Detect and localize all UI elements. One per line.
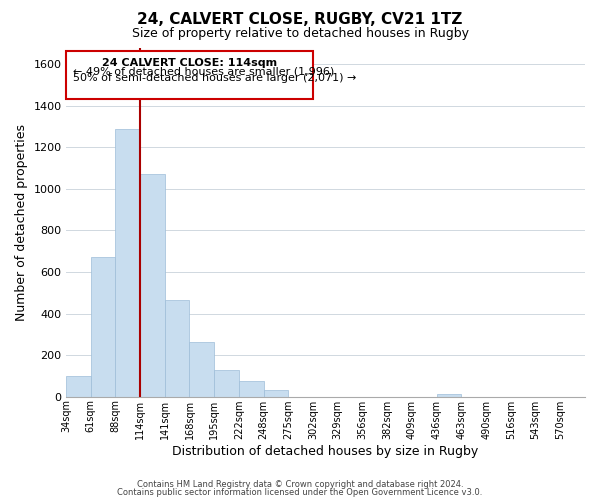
Bar xyxy=(190,342,214,396)
Bar xyxy=(263,390,289,396)
Text: 24, CALVERT CLOSE, RUGBY, CV21 1TZ: 24, CALVERT CLOSE, RUGBY, CV21 1TZ xyxy=(137,12,463,28)
Text: 50% of semi-detached houses are larger (2,071) →: 50% of semi-detached houses are larger (… xyxy=(73,74,356,84)
Bar xyxy=(91,258,115,396)
Bar xyxy=(140,174,165,396)
Text: Contains public sector information licensed under the Open Government Licence v3: Contains public sector information licen… xyxy=(118,488,482,497)
Text: Contains HM Land Registry data © Crown copyright and database right 2024.: Contains HM Land Registry data © Crown c… xyxy=(137,480,463,489)
Text: Size of property relative to detached houses in Rugby: Size of property relative to detached ho… xyxy=(131,28,469,40)
Bar xyxy=(66,376,91,396)
Text: ← 49% of detached houses are smaller (1,996): ← 49% of detached houses are smaller (1,… xyxy=(73,66,335,76)
Text: 24 CALVERT CLOSE: 114sqm: 24 CALVERT CLOSE: 114sqm xyxy=(102,58,277,68)
Bar xyxy=(239,381,263,396)
Bar xyxy=(214,370,239,396)
Bar xyxy=(165,300,190,396)
Bar xyxy=(437,394,461,396)
FancyBboxPatch shape xyxy=(66,50,313,100)
X-axis label: Distribution of detached houses by size in Rugby: Distribution of detached houses by size … xyxy=(172,444,479,458)
Bar xyxy=(115,128,140,396)
Y-axis label: Number of detached properties: Number of detached properties xyxy=(15,124,28,320)
